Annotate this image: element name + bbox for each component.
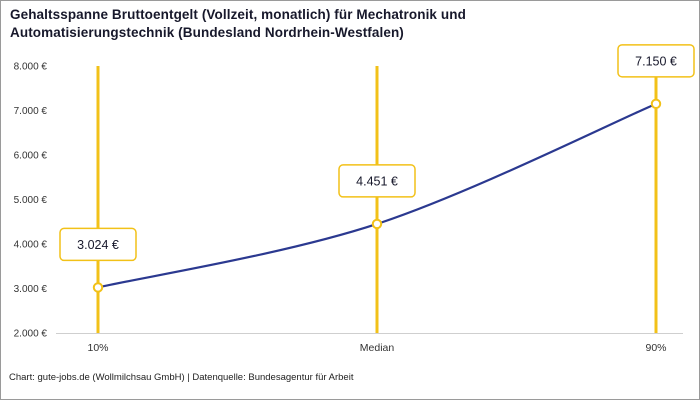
data-label-text: 3.024 €	[77, 238, 119, 252]
data-label-box	[338, 164, 416, 198]
data-label-box	[617, 44, 695, 78]
chart-source-attribution: Chart: gute-jobs.de (Wollmilchsau GmbH) …	[9, 372, 354, 383]
y-axis-tick-label: 2.000 €	[14, 329, 48, 340]
x-axis-tick-label: Median	[360, 342, 395, 354]
data-point-marker	[92, 282, 104, 293]
page-title-line1: Gehaltsspanne Bruttoentgelt (Vollzeit, m…	[10, 7, 466, 22]
y-axis-tick-label: 7.000 €	[14, 106, 48, 117]
x-axis-tick-label: 90%	[645, 342, 666, 354]
data-label-text: 7.150 €	[635, 54, 677, 68]
y-axis-tick-label: 8.000 €	[14, 62, 48, 73]
data-label-box	[59, 227, 137, 262]
y-axis-tick-label: 4.000 €	[14, 240, 48, 251]
data-point-marker	[650, 98, 662, 110]
data-point-marker	[371, 218, 383, 230]
data-label-text: 4.451 €	[356, 174, 398, 188]
page-title: Gehaltsspanne Bruttoentgelt (Vollzeit, m…	[10, 6, 466, 42]
y-axis-tick-label: 6.000 €	[14, 151, 48, 162]
page-title-line2: Automatisierungstechnik (Bundesland Nord…	[10, 25, 404, 40]
x-axis-tick-label: 10%	[87, 342, 108, 354]
y-axis-tick-label: 3.000 €	[14, 284, 48, 295]
y-axis-tick-label: 5.000 €	[14, 195, 48, 206]
